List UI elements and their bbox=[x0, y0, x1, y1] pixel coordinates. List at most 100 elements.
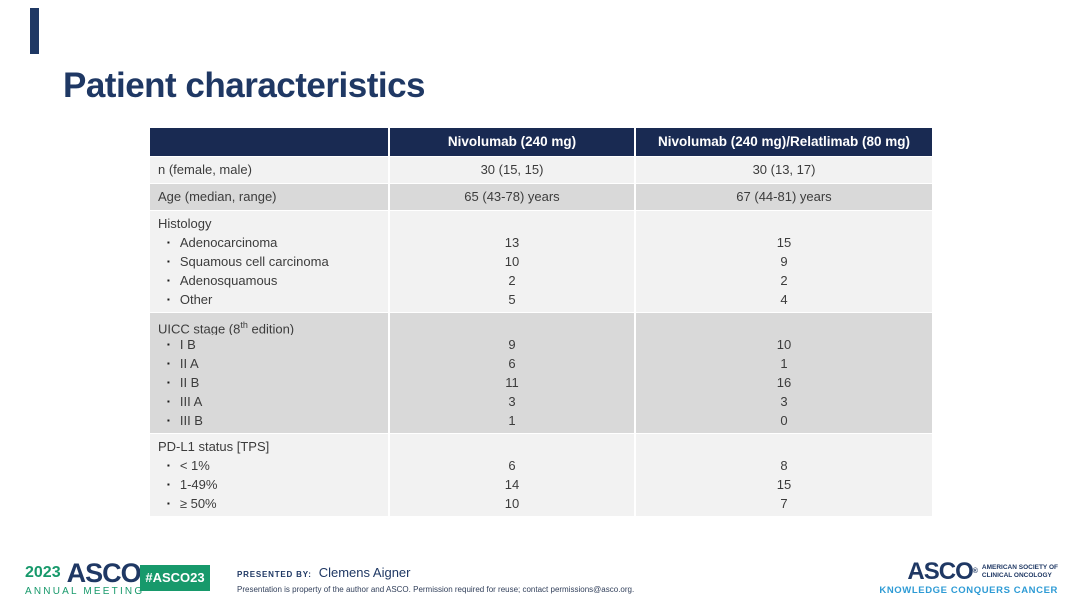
bullet-square-icon: ▪ bbox=[167, 359, 170, 368]
bullet-square-icon: ▪ bbox=[167, 295, 170, 304]
superscript-th: th bbox=[240, 320, 248, 330]
row-label: ▪ III B bbox=[150, 411, 388, 430]
cell-value: 9 bbox=[508, 337, 516, 352]
asco-tagline: KNOWLEDGE CONQUERS CANCER bbox=[879, 585, 1058, 596]
asco-society-logo: ASCO® AMERICAN SOCIETY OF CLINICAL ONCOL… bbox=[879, 558, 1058, 597]
cell-value bbox=[636, 437, 932, 456]
annual-meeting-label: ANNUAL MEETING bbox=[25, 586, 145, 597]
cell-value bbox=[636, 316, 932, 335]
cell-value: 16 bbox=[776, 375, 792, 390]
bullet-square-icon: ▪ bbox=[167, 416, 170, 425]
hashtag-badge: #ASCO23 bbox=[140, 565, 210, 591]
cell-value: 3 bbox=[780, 394, 788, 409]
row-label: ▪ II B bbox=[150, 373, 388, 392]
cell-value: 0 bbox=[780, 413, 788, 428]
bullet-square-icon: ▪ bbox=[167, 499, 170, 508]
cell-value: 6 bbox=[508, 356, 516, 371]
cell-value bbox=[390, 316, 634, 335]
row-label: ▪ II A bbox=[150, 354, 388, 373]
header-cell-nivolumab-relatlimab: Nivolumab (240 mg)/Relatlimab (80 mg) bbox=[636, 128, 932, 156]
registered-mark-icon: ® bbox=[972, 568, 978, 575]
presenter-name: Clemens Aigner bbox=[318, 565, 411, 580]
table-section-pdl1: PD-L1 status [TPS] ▪ < 1% ▪ 1-49% ▪ ≥ 50% 6… bbox=[150, 434, 932, 516]
header-cell-empty bbox=[150, 128, 388, 156]
presented-by-label: PRESENTED BY: bbox=[237, 570, 312, 579]
bullet-square-icon: ▪ bbox=[167, 397, 170, 406]
row-label: ▪ I B bbox=[150, 335, 388, 354]
bullet-square-icon: ▪ bbox=[167, 276, 170, 285]
cell-value: 15 bbox=[776, 477, 792, 492]
row-label: Age (median, range) bbox=[158, 189, 277, 204]
row-label-text: II A bbox=[179, 356, 199, 371]
bullet-square-icon: ▪ bbox=[167, 238, 170, 247]
table-header-row: Nivolumab (240 mg) Nivolumab (240 mg)/Re… bbox=[150, 128, 932, 156]
row-label-text: III B bbox=[179, 413, 203, 428]
cell-value: 1 bbox=[508, 413, 516, 428]
cell-value bbox=[390, 437, 634, 456]
row-label-text: III A bbox=[179, 394, 203, 409]
bullet-square-icon: ▪ bbox=[167, 461, 170, 470]
permission-disclaimer: Presentation is property of the author a… bbox=[237, 585, 635, 594]
cell-value: 9 bbox=[780, 254, 788, 269]
row-label: n (female, male) bbox=[158, 162, 252, 177]
cell-value: 4 bbox=[780, 292, 788, 307]
cell-value: 7 bbox=[780, 496, 788, 511]
cell-value: 11 bbox=[505, 375, 519, 390]
row-label-text: I B bbox=[179, 337, 196, 352]
row-label: ▪ ≥ 50% bbox=[150, 494, 388, 513]
cell-value: 5 bbox=[508, 292, 516, 307]
section-title: PD-L1 status [TPS] bbox=[158, 439, 270, 454]
table-section-histology: Histology ▪ Adenocarcinoma ▪ Squamous cell… bbox=[150, 211, 932, 312]
row-label-text: Other bbox=[179, 292, 213, 307]
cell-value: 8 bbox=[780, 458, 788, 473]
header-cell-nivolumab: Nivolumab (240 mg) bbox=[390, 128, 634, 156]
section-title: Histology bbox=[158, 216, 212, 231]
table-section-age: Age (median, range) 65 (43-78) years 67 … bbox=[150, 184, 932, 210]
asco-annual-meeting-logo: 2023 ASCO® ANNUAL MEETING bbox=[25, 560, 146, 598]
row-label-text: Squamous cell carcinoma bbox=[179, 254, 329, 269]
bullet-square-icon: ▪ bbox=[167, 257, 170, 266]
cell-value: 30 (13, 17) bbox=[752, 162, 816, 177]
cell-value: 65 (43-78) years bbox=[464, 189, 560, 204]
cell-value: 10 bbox=[776, 337, 792, 352]
row-label-text: 1-49% bbox=[179, 477, 218, 492]
asco-wordmark: ASCO® bbox=[907, 558, 978, 585]
row-label: ▪ 1-49% bbox=[150, 475, 388, 494]
cell-value bbox=[636, 214, 932, 233]
cell-value: 2 bbox=[508, 273, 516, 288]
table-section-n: n (female, male) 30 (15, 15) 30 (13, 17) bbox=[150, 157, 932, 183]
row-label: ▪ Other bbox=[150, 290, 388, 309]
patient-characteristics-table: Nivolumab (240 mg) Nivolumab (240 mg)/Re… bbox=[150, 128, 932, 516]
cell-value: 10 bbox=[504, 254, 520, 269]
cell-value: 67 (44-81) years bbox=[736, 189, 832, 204]
meeting-year: 2023 bbox=[25, 564, 61, 581]
page-title: Patient characteristics bbox=[63, 66, 426, 105]
slide-accent-bar bbox=[30, 8, 39, 54]
cell-value: 13 bbox=[504, 235, 520, 250]
row-label: ▪ III A bbox=[150, 392, 388, 411]
row-label-text: Adenocarcinoma bbox=[179, 235, 278, 250]
cell-value: 2 bbox=[780, 273, 788, 288]
bullet-square-icon: ▪ bbox=[167, 480, 170, 489]
row-label-text: ≥ 50% bbox=[179, 496, 217, 511]
bullet-square-icon: ▪ bbox=[167, 378, 170, 387]
cell-value: 10 bbox=[504, 496, 520, 511]
cell-value: 1 bbox=[780, 356, 788, 371]
row-label: ▪ Adenocarcinoma bbox=[150, 233, 388, 252]
row-label-text: II B bbox=[179, 375, 200, 390]
row-label: ▪ < 1% bbox=[150, 456, 388, 475]
table-section-uicc-stage: UICC stage (8th edition) ▪ I B ▪ II A ▪ II … bbox=[150, 313, 932, 433]
row-label-text: Adenosquamous bbox=[179, 273, 278, 288]
cell-value: 30 (15, 15) bbox=[480, 162, 544, 177]
cell-value: 15 bbox=[776, 235, 792, 250]
society-name: AMERICAN SOCIETY OF CLINICAL ONCOLOGY bbox=[981, 564, 1058, 579]
cell-value bbox=[390, 214, 634, 233]
section-title: UICC stage (8th edition) bbox=[158, 320, 295, 335]
bullet-square-icon: ▪ bbox=[167, 340, 170, 349]
cell-value: 6 bbox=[508, 458, 516, 473]
cell-value: 14 bbox=[504, 477, 520, 492]
cell-value: 3 bbox=[508, 394, 516, 409]
row-label: ▪ Adenosquamous bbox=[150, 271, 388, 290]
asco-wordmark: ASCO® bbox=[67, 560, 146, 587]
